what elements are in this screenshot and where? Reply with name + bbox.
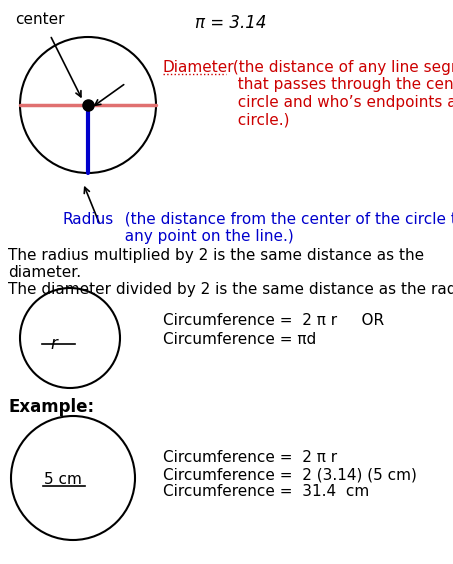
Text: Radius: Radius — [62, 212, 113, 227]
Text: (the distance from the center of the circle to
  any point on the line.): (the distance from the center of the cir… — [115, 212, 453, 244]
Text: Example:: Example: — [8, 398, 94, 416]
Text: Circumference =  31.4  cm: Circumference = 31.4 cm — [163, 484, 369, 499]
Text: r: r — [51, 335, 58, 353]
Text: Circumference =  2 (3.14) (5 cm): Circumference = 2 (3.14) (5 cm) — [163, 467, 417, 482]
Text: Circumference =  2 π r: Circumference = 2 π r — [163, 450, 337, 465]
Text: Circumference =  2 π r     OR: Circumference = 2 π r OR — [163, 313, 384, 328]
Text: (the distance of any line segment
  that passes through the center of the
  circ: (the distance of any line segment that p… — [228, 60, 453, 127]
Text: Diameter: Diameter — [163, 60, 235, 75]
Text: The radius multiplied by 2 is the same distance as the
diameter.: The radius multiplied by 2 is the same d… — [8, 248, 424, 280]
Text: Circumference = πd: Circumference = πd — [163, 332, 316, 347]
Text: 5 cm: 5 cm — [44, 472, 82, 487]
Text: center: center — [15, 12, 64, 27]
Text: π = 3.14: π = 3.14 — [195, 14, 266, 32]
Text: The diameter divided by 2 is the same distance as the radius.: The diameter divided by 2 is the same di… — [8, 282, 453, 297]
